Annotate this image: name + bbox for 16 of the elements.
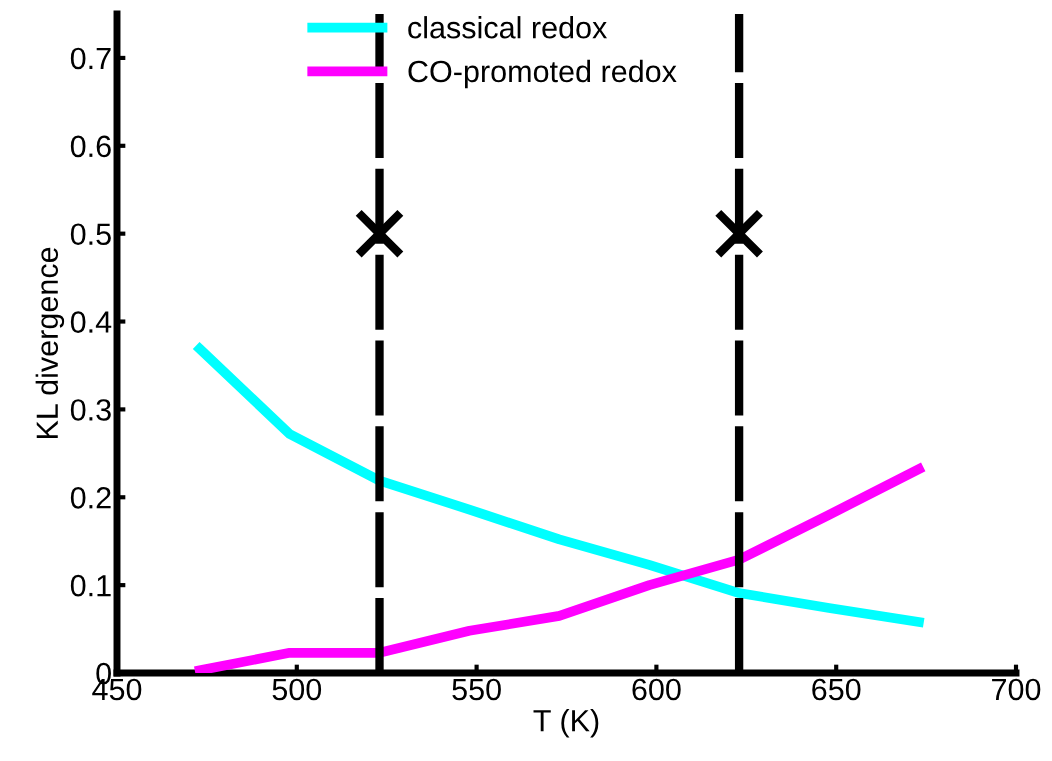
x-tick-label: 650	[812, 678, 861, 701]
y-tick-label: 0.7	[70, 47, 111, 70]
y-tick-label: 0.4	[70, 311, 112, 333]
y-tick-label: 0.5	[70, 223, 111, 246]
y-axis-title: KL divergence	[35, 247, 65, 439]
x-tick-label: 700	[992, 678, 1041, 701]
x-axis-title: T (K)	[533, 709, 599, 738]
x-tick-label: 600	[632, 678, 681, 701]
y-tick-label: 0.3	[70, 399, 111, 421]
legend-label: classical redox	[408, 16, 607, 39]
y-tick-label: 0.2	[70, 487, 111, 509]
y-tick-label: 0.1	[70, 574, 111, 597]
y-tick-label: 0.6	[70, 135, 111, 158]
x-tick-label: 550	[452, 678, 501, 701]
x-tick-label: 500	[272, 678, 322, 701]
legend-label: CO-promoted redox	[408, 59, 677, 89]
